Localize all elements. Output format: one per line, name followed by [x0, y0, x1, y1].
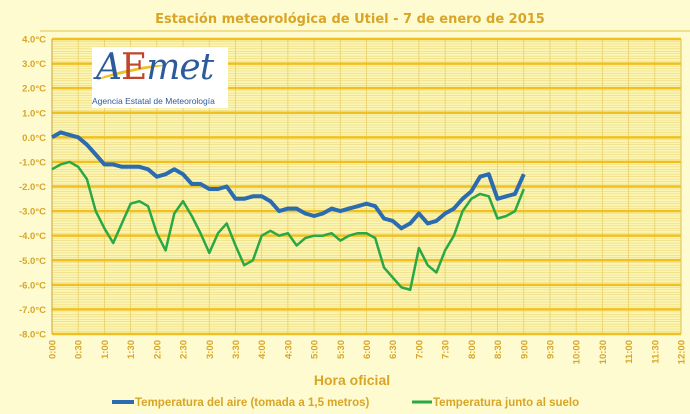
- x-tick-label: 1:30: [126, 340, 137, 359]
- y-tick-label: 3.0°C: [22, 59, 46, 70]
- x-tick-label: 7:30: [441, 340, 452, 359]
- x-tick-label: 3:00: [205, 340, 216, 359]
- x-axis-label: Hora oficial: [314, 372, 390, 388]
- x-tick-label: 11:30: [650, 340, 661, 364]
- x-tick-label: 8:30: [493, 340, 504, 359]
- x-tick-label: 11:00: [624, 340, 635, 364]
- logo-mark: AEmet: [96, 47, 214, 88]
- y-tick-label: -2.0°C: [19, 182, 46, 193]
- y-tick-label: 0.0°C: [22, 133, 46, 144]
- y-tick-label: -6.0°C: [19, 280, 46, 291]
- x-tick-label: 3:30: [231, 340, 242, 359]
- x-tick-label: 2:30: [179, 340, 190, 359]
- y-tick-label: 1.0°C: [22, 108, 46, 119]
- x-tick-label: 1:00: [100, 340, 111, 359]
- x-tick-label: 4:00: [257, 340, 268, 359]
- x-tick-label: 9:30: [545, 340, 556, 359]
- x-tick-label: 0:00: [48, 340, 59, 359]
- legend-label-ground: Temperatura junto al suelo: [433, 397, 579, 409]
- x-tick-label: 6:00: [362, 340, 373, 359]
- y-tick-label: 2.0°C: [22, 84, 46, 95]
- x-tick-label: 5:00: [310, 340, 321, 359]
- x-tick-label: 0:30: [74, 340, 85, 359]
- x-tick-label: 9:00: [519, 340, 530, 359]
- x-tick-label: 7:00: [414, 340, 425, 359]
- y-tick-label: -4.0°C: [19, 231, 46, 242]
- y-tick-label: -5.0°C: [19, 256, 46, 267]
- x-tick-label: 10:00: [572, 340, 583, 364]
- x-tick-label: 5:30: [336, 340, 347, 359]
- x-tick-label: 6:30: [388, 340, 399, 359]
- aemet-logo: AEmet Agencia Estatal de Meteorología: [92, 47, 228, 108]
- chart-title: Estación meteorológica de Utiel - 7 de e…: [155, 12, 545, 27]
- y-tick-label: -7.0°C: [19, 305, 46, 316]
- x-tick-label: 12:00: [677, 340, 688, 364]
- y-tick-label: -1.0°C: [19, 157, 46, 168]
- x-tick-label: 10:30: [598, 340, 609, 364]
- x-tick-label: 2:00: [152, 340, 163, 359]
- legend: Temperatura del aire (tomada a 1,5 metro…: [112, 397, 579, 409]
- logo-subtitle: Agencia Estatal de Meteorología: [92, 96, 215, 106]
- y-tick-label: -8.0°C: [19, 330, 46, 341]
- x-tick-label: 8:00: [467, 340, 478, 359]
- y-tick-label: 4.0°C: [22, 35, 46, 46]
- legend-label-air: Temperatura del aire (tomada a 1,5 metro…: [135, 397, 370, 409]
- x-tick-label: 4:30: [283, 340, 294, 359]
- y-tick-label: -3.0°C: [19, 207, 46, 218]
